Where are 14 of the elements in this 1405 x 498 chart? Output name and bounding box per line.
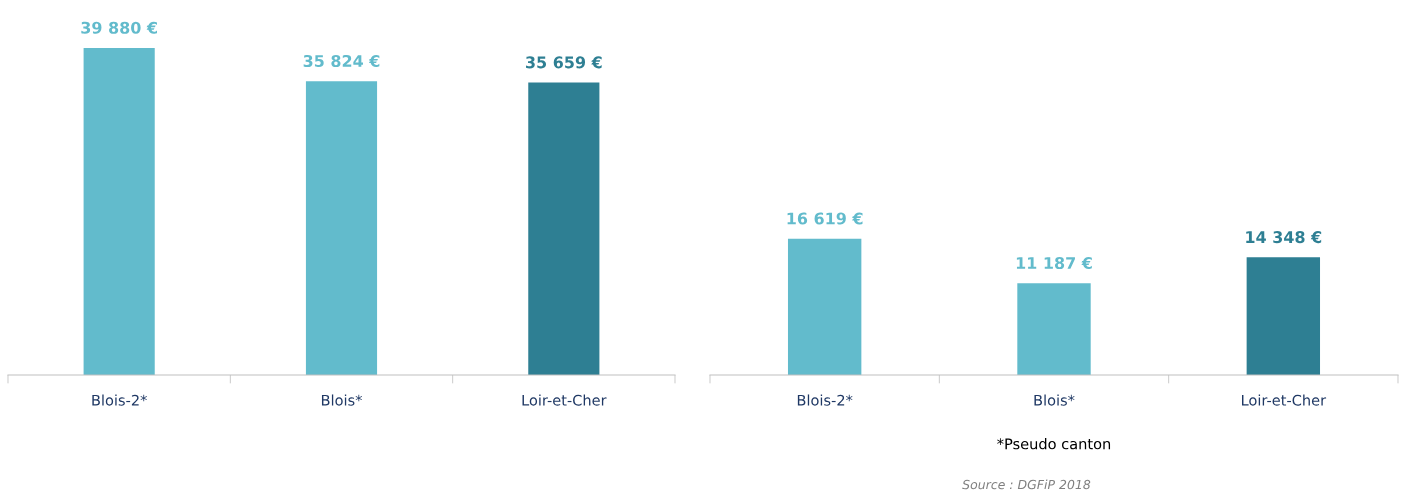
x-tick-label: Loir-et-Cher: [1242, 394, 1327, 406]
x-tick-label: Blois*: [1034, 394, 1075, 406]
x-tick-label: Blois*: [321, 394, 363, 406]
data-label: 35 824 €: [303, 54, 380, 68]
x-tick-label: Blois-2*: [797, 394, 853, 406]
data-label: 39 880 €: [81, 21, 157, 34]
data-label: 11 187 €: [1016, 256, 1092, 270]
source-note: Source : DGFiP 2018: [962, 479, 1091, 490]
x-tick-label: Blois-2*: [92, 394, 147, 406]
data-label: 16 619 €: [787, 212, 863, 225]
text: *Pseudo canton: [997, 438, 1111, 450]
data-label: 14 348 €: [1246, 231, 1322, 244]
x-tick-label: Loir-et-Cher: [522, 394, 607, 406]
data-label: 35 659 €: [526, 56, 602, 69]
